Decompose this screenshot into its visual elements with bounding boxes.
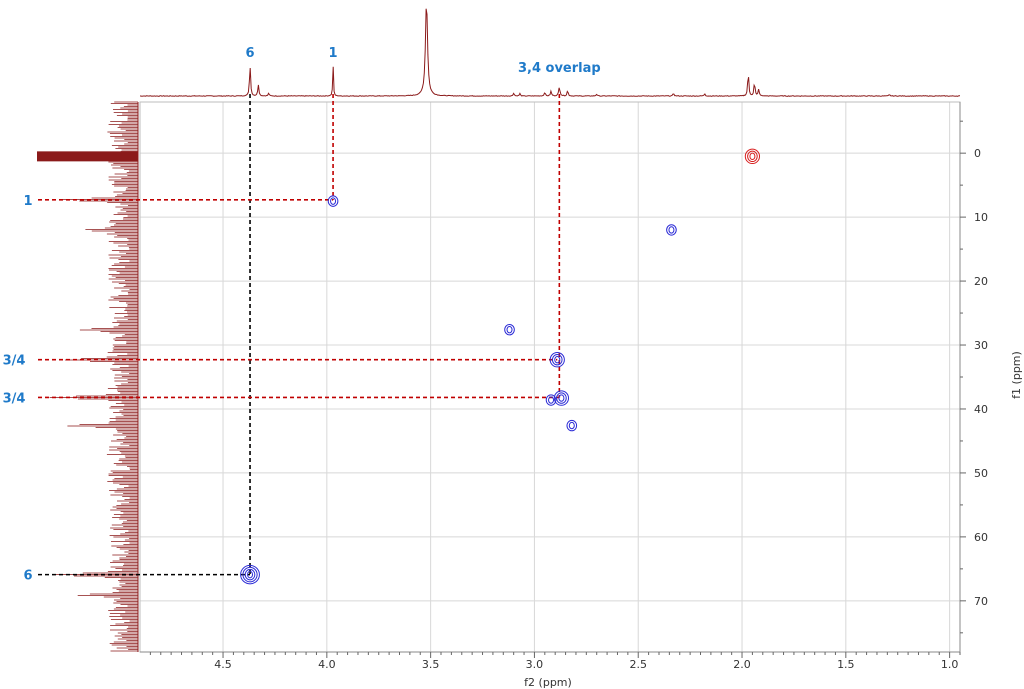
peak-label-f2: 3,4 overlap [518, 61, 601, 76]
peak-label-f1: 3/4 [3, 354, 26, 369]
contour-ring [506, 325, 513, 334]
y-tick-label: 60 [974, 531, 988, 544]
cross-peak [504, 323, 515, 336]
x-tick-label: 3.0 [526, 658, 544, 671]
x-tick-label: 2.0 [733, 658, 751, 671]
cross-peak [744, 148, 761, 165]
side-projection-strong-peak [37, 151, 138, 162]
y-tick-label: 50 [974, 467, 988, 480]
y-tick-label: 0 [974, 147, 981, 160]
x-axis: 4.5 4.0 3.5 3.0 2.5 2.0 1.5 1.0 [140, 651, 961, 671]
cross-peak [549, 352, 565, 368]
x-tick-label: 4.5 [214, 658, 232, 671]
side-projection-trace [41, 101, 138, 652]
contour-ring [240, 564, 260, 585]
cross-peak [240, 564, 260, 585]
y-tick-label: 10 [974, 211, 988, 224]
cross-peak [553, 390, 570, 406]
peak-label-f2: 1 [329, 46, 338, 61]
contour-ring [558, 394, 565, 402]
y-tick-label: 40 [974, 403, 988, 416]
contour-ring [244, 568, 256, 581]
cross-peak [545, 394, 557, 406]
cross-peak [566, 419, 578, 432]
annotations: 6 1 3,4 overlap 1 3/4 3/4 6 [3, 46, 601, 584]
x-tick-label: 1.0 [941, 658, 959, 671]
contour-ring [749, 152, 756, 161]
peak-label-f1: 6 [23, 569, 32, 584]
contour-ring [504, 323, 515, 336]
y-axis-title: f1 (ppm) [1010, 351, 1023, 399]
y-tick-label: 30 [974, 339, 988, 352]
contour-ring [554, 356, 561, 364]
cross-peak [666, 224, 677, 236]
peak-label-f1: 3/4 [3, 391, 26, 406]
peak-label-f1: 1 [23, 194, 32, 209]
contour-ring [668, 226, 675, 234]
x-tick-label: 3.5 [422, 658, 440, 671]
contour-ring [553, 390, 570, 406]
guide-lines [38, 94, 561, 576]
cross-peak [327, 195, 339, 207]
contour-ring [247, 570, 254, 579]
top-projection [140, 8, 960, 97]
contour-ring [549, 352, 565, 368]
x-tick-label: 1.5 [837, 658, 855, 671]
contour-ring [548, 396, 555, 404]
contour-ring [566, 419, 578, 432]
peak-label-f2: 6 [246, 46, 255, 61]
contour-ring [568, 421, 575, 430]
contour-ring [747, 150, 758, 163]
contour-ring [242, 566, 258, 583]
cross-peaks [240, 148, 761, 585]
contour-ring [330, 197, 337, 205]
grid [140, 102, 960, 652]
y-tick-label: 70 [974, 595, 988, 608]
side-projection [37, 101, 139, 652]
plot-frame [139, 101, 961, 653]
contour-ring [545, 394, 557, 406]
x-tick-label: 2.5 [629, 658, 647, 671]
contour-ring [666, 224, 677, 236]
contour-ring [744, 148, 761, 165]
y-tick-label: 20 [974, 275, 988, 288]
contour-ring [556, 392, 567, 404]
contour-ring [551, 354, 563, 366]
y-axis: 0 10 20 30 40 50 60 70 [959, 102, 988, 652]
top-projection-trace [140, 8, 960, 97]
contour-ring [327, 195, 339, 207]
x-tick-label: 4.0 [318, 658, 336, 671]
x-axis-title: f2 (ppm) [524, 676, 572, 689]
